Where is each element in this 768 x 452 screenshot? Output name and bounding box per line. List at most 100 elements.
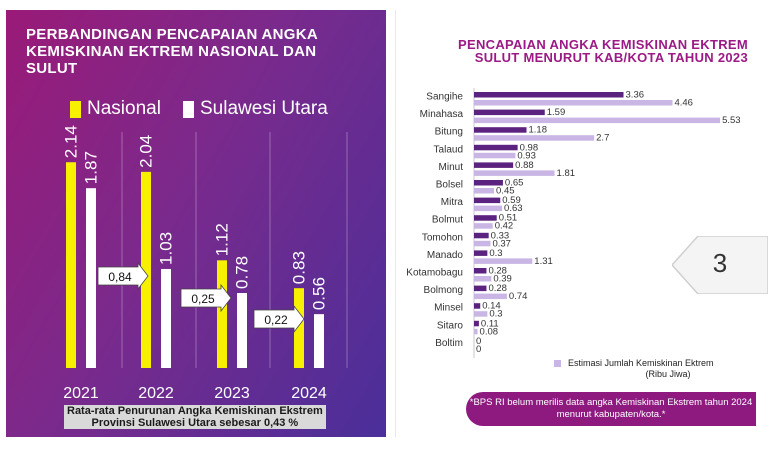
- category-label-minut: Minut: [439, 162, 464, 173]
- regency-panel: [395, 10, 766, 437]
- value-count-minahasa: 5.53: [722, 115, 741, 126]
- category-label-boltim: Boltim: [435, 338, 463, 349]
- bar-label-sulut-2021: 1.87: [82, 151, 101, 184]
- count-legend: Estimasi Jumlah Kemiskinan Ektrem (Ribu …: [554, 358, 728, 380]
- value-count-talaud: 0.93: [517, 150, 536, 161]
- x-tick-2021: 2021: [63, 385, 99, 402]
- x-tick-2023: 2023: [214, 385, 250, 402]
- bar-count-kotamobagu: [474, 276, 492, 282]
- value-count-tomohon: 0.37: [492, 238, 511, 249]
- bar-count-bitung: [474, 135, 595, 141]
- bar-sulut-2022: [161, 268, 171, 368]
- bar-nasional-2023: [217, 260, 227, 368]
- bar-count-sitaro: [474, 328, 478, 335]
- decline-arrow-1: [180, 283, 232, 313]
- average-decline-note: Rata-rata Penurunan Angka Kemiskinan Eks…: [64, 405, 326, 429]
- value-count-minut: 1.81: [557, 168, 576, 179]
- category-label-minsel: Minsel: [434, 303, 463, 314]
- value-count-sangihe: 4.46: [674, 98, 693, 109]
- value-percent-talaud: 0.98: [520, 142, 539, 153]
- regency-chart-title: PENCAPAIAN ANGKA KEMISKINAN EKTREM SULUT…: [458, 37, 748, 65]
- bar-percent-kotamobagu: [474, 268, 487, 274]
- decline-arrow-0: [97, 261, 149, 291]
- bar-count-manado: [474, 258, 533, 264]
- bar-count-minahasa: [474, 117, 721, 124]
- bar-count-sangihe: [474, 100, 673, 106]
- category-label-sitaro: Sitaro: [437, 320, 464, 331]
- average-decline-note-line2: Provinsi Sulawesi Utara sebesar 0,43 %: [91, 417, 299, 429]
- value-count-bitung: 2.7: [596, 133, 609, 144]
- bar-count-minsel: [474, 311, 488, 317]
- bar-percent-mitra: [474, 197, 501, 204]
- value-count-minsel: 0.3: [489, 309, 502, 320]
- value-percent-manado: 0.3: [489, 248, 502, 259]
- value-percent-bolmong: 0.28: [488, 283, 507, 294]
- value-percent-bitung: 1.18: [529, 125, 548, 136]
- bar-label-nasional-2021: 2.14: [62, 125, 81, 158]
- category-label-mitra: Mitra: [441, 197, 464, 208]
- bar-percent-talaud: [474, 144, 518, 151]
- category-label-talaud: Talaud: [434, 144, 463, 155]
- value-percent-bolsel: 0.65: [505, 178, 524, 189]
- legend-sulut-label: Sulawesi Utara: [200, 98, 328, 119]
- bar-percent-sitaro: [474, 320, 479, 327]
- legend-nasional-swatch: [70, 100, 81, 118]
- footnote: *BPS RI belum merilis data angka Kemiski…: [466, 392, 756, 426]
- category-label-minahasa: Minahasa: [420, 109, 464, 120]
- value-percent-sitaro: 0.11: [481, 318, 499, 329]
- legend-sulut: Sulawesi Utara: [183, 98, 328, 120]
- bar-count-bolmong: [474, 293, 507, 300]
- value-percent-sangihe: 3.36: [626, 90, 645, 101]
- bar-label-nasional-2023: 1.12: [213, 223, 232, 256]
- value-count-sitaro: 0.08: [480, 326, 499, 337]
- bar-label-nasional-2022: 2.04: [137, 135, 156, 168]
- bar-count-bolmut: [474, 223, 493, 229]
- bar-percent-tomohon: [474, 232, 489, 239]
- value-percent-minut: 0.88: [515, 160, 534, 171]
- category-label-bolmut: Bolmut: [432, 215, 463, 226]
- count-legend-unit: (Ribu Jiwa): [645, 369, 691, 379]
- bar-count-mitra: [474, 205, 503, 212]
- page-number-tab[interactable]: [672, 236, 768, 294]
- bar-count-talaud: [474, 152, 516, 159]
- bar-percent-bitung: [474, 127, 527, 133]
- national-comparison-chart: 2.141.87 2021 2.04 1.03 2022 1.120.78 2023 0.83…: [62, 125, 324, 402]
- value-percent-kotamobagu: 0.28: [488, 266, 507, 277]
- value-percent-minsel: 0.14: [482, 301, 501, 312]
- national-comparison-title: PERBANDINGAN PENCAPAIAN ANGKA KEMISKINAN…: [26, 26, 318, 77]
- value-count-bolmut: 0.42: [495, 221, 514, 232]
- category-label-tomohon: Tomohon: [422, 232, 463, 243]
- value-percent-minahasa: 1.59: [547, 107, 566, 118]
- legend-nasional-label: Nasional: [87, 98, 161, 119]
- bar-sulut-2024: [314, 314, 324, 368]
- bar-sulut-2021: [86, 188, 96, 368]
- value-count-bolmong: 0.74: [509, 291, 528, 302]
- legend-nasional: Nasional: [70, 98, 161, 120]
- value-percent-tomohon: 0.33: [491, 230, 510, 241]
- bar-percent-manado: [474, 250, 488, 256]
- value-count-kotamobagu: 0.39: [493, 274, 512, 285]
- decline-label-1: 0,25: [191, 292, 215, 306]
- bar-label-nasional-2024: 0.83: [290, 251, 309, 284]
- category-label-bolsel: Bolsel: [436, 180, 463, 191]
- bar-percent-bolsel: [474, 180, 503, 186]
- category-label-kotamobagu: Kotamobagu: [406, 268, 463, 279]
- bar-nasional-2021: [66, 162, 76, 368]
- bar-count-minut: [474, 170, 555, 176]
- category-label-bitung: Bitung: [435, 127, 463, 138]
- bar-percent-minut: [474, 162, 514, 168]
- decline-arrow-2: [253, 304, 305, 334]
- bar-count-bolsel: [474, 188, 495, 194]
- category-label-manado: Manado: [427, 250, 464, 261]
- bar-nasional-2022: [141, 171, 151, 368]
- bar-percent-bolmong: [474, 285, 487, 292]
- x-tick-2022: 2022: [138, 385, 174, 402]
- category-label-sangihe: Sangihe: [426, 92, 463, 103]
- bar-sulut-2023: [237, 293, 247, 368]
- category-label-bolmong: Bolmong: [424, 285, 463, 296]
- bar-nasional-2024: [294, 288, 304, 368]
- value-count-mitra: 0.63: [504, 203, 523, 214]
- value-percent-mitra: 0.59: [502, 195, 521, 206]
- count-legend-label: Estimasi Jumlah Kemiskinan Ektrem: [568, 358, 714, 368]
